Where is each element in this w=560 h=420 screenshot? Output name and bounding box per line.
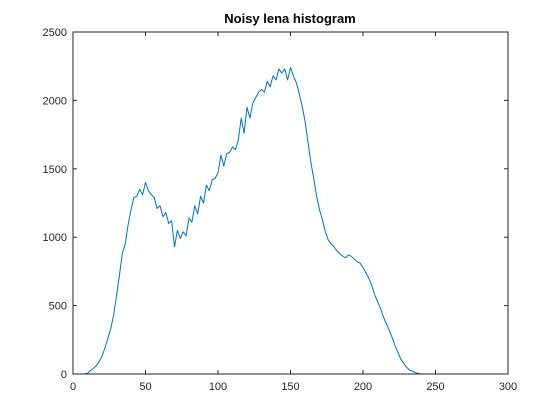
- ticks-layer: 0 50 100 150 200 250 300 0 500 1000 1500 2000 2500: [43, 27, 518, 393]
- series-layer: [73, 67, 443, 375]
- y-tick-label: 1500: [43, 164, 67, 176]
- y-tick-label: 500: [49, 301, 67, 313]
- plot-area: [73, 32, 508, 374]
- x-tick-label: 250: [426, 381, 444, 393]
- y-tick-label: 2500: [43, 27, 67, 39]
- x-tick-label: 150: [281, 381, 299, 393]
- series-line-0: [73, 67, 443, 375]
- chart-title: Noisy lena histogram: [224, 11, 355, 26]
- x-tick-label: 100: [209, 381, 227, 393]
- y-tick-label: 0: [61, 369, 67, 381]
- y-tick-label: 1000: [43, 232, 67, 244]
- x-tick-label: 0: [70, 381, 76, 393]
- x-tick-label: 200: [354, 381, 372, 393]
- x-tick-label: 50: [139, 381, 151, 393]
- x-tick-label: 300: [499, 381, 517, 393]
- y-tick-label: 2000: [43, 95, 67, 107]
